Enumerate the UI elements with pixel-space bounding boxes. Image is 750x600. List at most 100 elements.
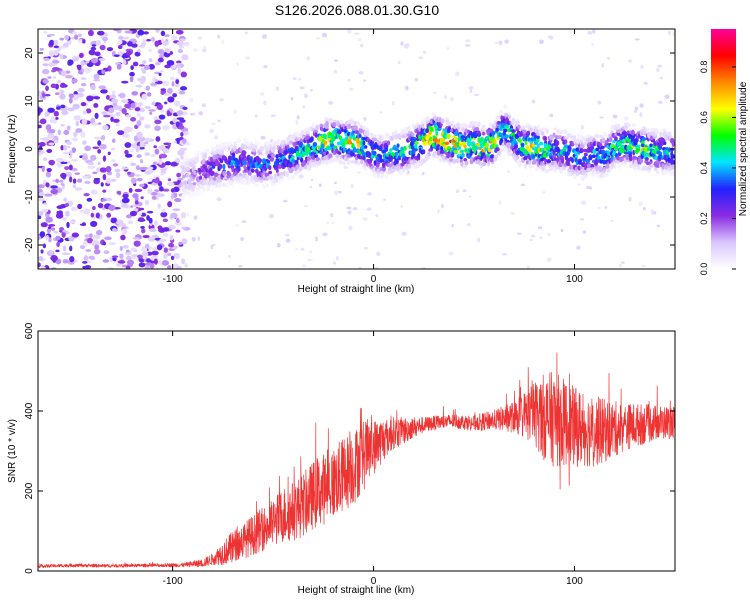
- heatmap-cell: [144, 106, 151, 109]
- heatmap-cell: [100, 134, 106, 141]
- heatmap-cell: [144, 265, 150, 269]
- heatmap-cell: [467, 140, 472, 147]
- heatmap-cell: [358, 266, 362, 269]
- heatmap-cell: [272, 146, 276, 151]
- heatmap-cell: [181, 258, 186, 265]
- heatmap-cell: [584, 171, 588, 177]
- heatmap-cell: [79, 209, 88, 213]
- heatmap-cell: [535, 166, 539, 172]
- heatmap-cell: [292, 77, 297, 81]
- heatmap-cell: [147, 188, 153, 195]
- heatmap-cell: [645, 127, 650, 134]
- heatmap-cell: [138, 212, 143, 216]
- heatmap-cell: [182, 138, 187, 144]
- heatmap-cell: [504, 134, 509, 139]
- heatmap-cell: [242, 160, 247, 166]
- spectrogram-y-tick-label: -20: [24, 237, 35, 252]
- heatmap-cell: [373, 160, 377, 165]
- heatmap-cell: [464, 123, 468, 130]
- heatmap-cell: [517, 161, 522, 168]
- heatmap-cell: [116, 63, 122, 70]
- heatmap-cell: [595, 147, 600, 152]
- heatmap-cell: [454, 131, 459, 137]
- heatmap-cell: [103, 114, 111, 118]
- heatmap-cell: [209, 128, 214, 134]
- heatmap-cell: [160, 173, 164, 176]
- heatmap-cell: [484, 147, 488, 152]
- heatmap-cell: [101, 69, 106, 75]
- heatmap-cell: [504, 112, 508, 117]
- heatmap-cell: [167, 178, 172, 182]
- heatmap-cell: [510, 211, 516, 216]
- heatmap-cell: [162, 227, 170, 232]
- heatmap-cell: [78, 33, 82, 37]
- heatmap-cell: [136, 154, 142, 158]
- heatmap-cell: [293, 134, 297, 138]
- heatmap-cell: [53, 110, 59, 117]
- heatmap-cell: [122, 36, 130, 40]
- heatmap-cell: [665, 94, 670, 100]
- heatmap-cell: [594, 173, 599, 178]
- heatmap-cell: [59, 89, 65, 95]
- heatmap-cell: [60, 182, 65, 186]
- heatmap-cell: [489, 154, 495, 159]
- heatmap-cell: [182, 174, 186, 179]
- heatmap-cell: [463, 158, 468, 162]
- heatmap-cell: [112, 138, 116, 143]
- heatmap-cell: [296, 115, 300, 120]
- heatmap-cell: [345, 157, 349, 161]
- heatmap-cell: [176, 41, 184, 46]
- heatmap-cell: [364, 145, 368, 149]
- heatmap-cell: [407, 125, 411, 132]
- snr-y-tick-label: 200: [24, 482, 35, 499]
- heatmap-cell: [316, 37, 320, 40]
- heatmap-cell: [295, 150, 300, 157]
- heatmap-cell: [581, 176, 586, 180]
- heatmap-cell: [167, 201, 173, 208]
- heatmap-cell: [543, 143, 547, 149]
- heatmap-cell: [411, 132, 415, 137]
- heatmap-cell: [153, 161, 158, 165]
- heatmap-cell: [549, 152, 553, 157]
- heatmap-cell: [155, 61, 161, 66]
- heatmap-cell: [131, 43, 138, 48]
- heatmap-cell: [150, 153, 156, 158]
- heatmap-cell: [97, 140, 102, 146]
- heatmap-cell: [476, 159, 481, 165]
- heatmap-cell: [529, 127, 533, 132]
- heatmap-cell: [156, 103, 163, 111]
- heatmap-cell: [285, 238, 291, 243]
- heatmap-cell: [53, 39, 59, 46]
- heatmap-cell: [84, 265, 92, 269]
- heatmap-cell: [197, 36, 203, 40]
- heatmap-cell: [145, 137, 152, 142]
- heatmap-cell: [326, 221, 329, 225]
- heatmap-cell: [429, 118, 434, 125]
- heatmap-cell: [298, 174, 304, 179]
- heatmap-cell: [654, 128, 659, 133]
- heatmap-cell: [167, 224, 176, 230]
- heatmap-cell: [237, 167, 241, 172]
- heatmap-cell: [447, 126, 451, 132]
- spectrogram-y-tick-label: 10: [24, 95, 35, 107]
- heatmap-cell: [52, 76, 57, 79]
- heatmap-cell: [549, 113, 554, 118]
- heatmap-cell: [155, 29, 160, 33]
- heatmap-cell: [53, 50, 59, 56]
- heatmap-cell: [338, 135, 343, 141]
- heatmap-cell: [138, 262, 146, 268]
- heatmap-cell: [98, 122, 102, 125]
- heatmap-cell: [130, 65, 134, 71]
- heatmap-cell: [383, 198, 387, 201]
- heatmap-cell: [354, 32, 360, 35]
- heatmap-cell: [641, 137, 647, 141]
- heatmap-cell: [158, 260, 163, 266]
- heatmap-cell: [386, 140, 391, 146]
- heatmap-cell: [75, 128, 83, 133]
- heatmap-cell: [405, 85, 409, 91]
- heatmap-cell: [162, 80, 170, 87]
- heatmap-cell: [40, 208, 49, 213]
- heatmap-cell: [110, 159, 116, 163]
- heatmap-cell: [328, 146, 332, 151]
- heatmap-cell: [354, 159, 358, 165]
